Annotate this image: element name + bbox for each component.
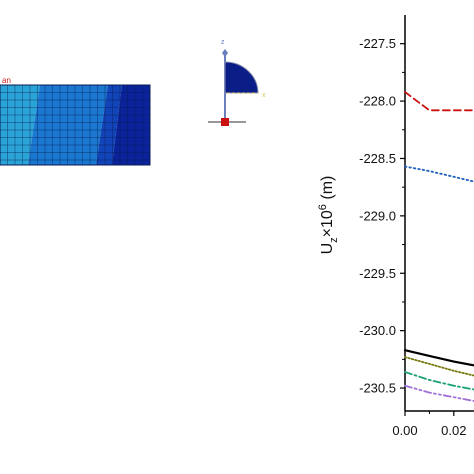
y-tick-label: -230.0 (359, 323, 396, 338)
series-group (403, 91, 474, 402)
x-tick-label: 0.00 (392, 423, 417, 438)
y-tick-label: -229.0 (359, 208, 396, 223)
series-line-2 (404, 165, 474, 183)
y-axis-title: Uz×106 (m) (317, 176, 340, 255)
x-ticks: 0.00 0.02 (392, 411, 466, 438)
triad-x-label: x (262, 92, 266, 99)
y-ticks: -227.5 -228.0 -228.5 -229.0 -229.5 -230.0 -230… (359, 36, 405, 396)
series-line-1 (404, 91, 474, 112)
y-tick-label: -229.5 (359, 266, 396, 281)
mesh-region-2 (28, 85, 108, 165)
coordinate-triad: z x (208, 39, 266, 126)
series-line-6 (404, 384, 474, 402)
y-tick-label: -228.0 (359, 94, 396, 109)
fe-mesh-panel: an (0, 76, 151, 166)
mesh-grid (0, 85, 150, 165)
triad-anchor (221, 118, 229, 126)
y-tick-label: -230.5 (359, 381, 396, 396)
y-tick-label: -227.5 (359, 36, 396, 51)
series-line-3 (403, 349, 474, 367)
mesh-edge-label: an (2, 76, 11, 85)
series-line-5 (404, 371, 474, 391)
displacement-chart: -227.5 -228.0 -228.5 -229.0 -229.5 -230.0 -230… (317, 15, 474, 438)
triad-z-label: z (221, 39, 225, 46)
x-tick-label: 0.02 (441, 423, 466, 438)
triad-z-arrow (222, 49, 228, 57)
series-line-4 (404, 356, 474, 377)
triad-quadrant (224, 61, 259, 94)
mesh-border (0, 84, 151, 166)
y-tick-label: -228.5 (359, 151, 396, 166)
